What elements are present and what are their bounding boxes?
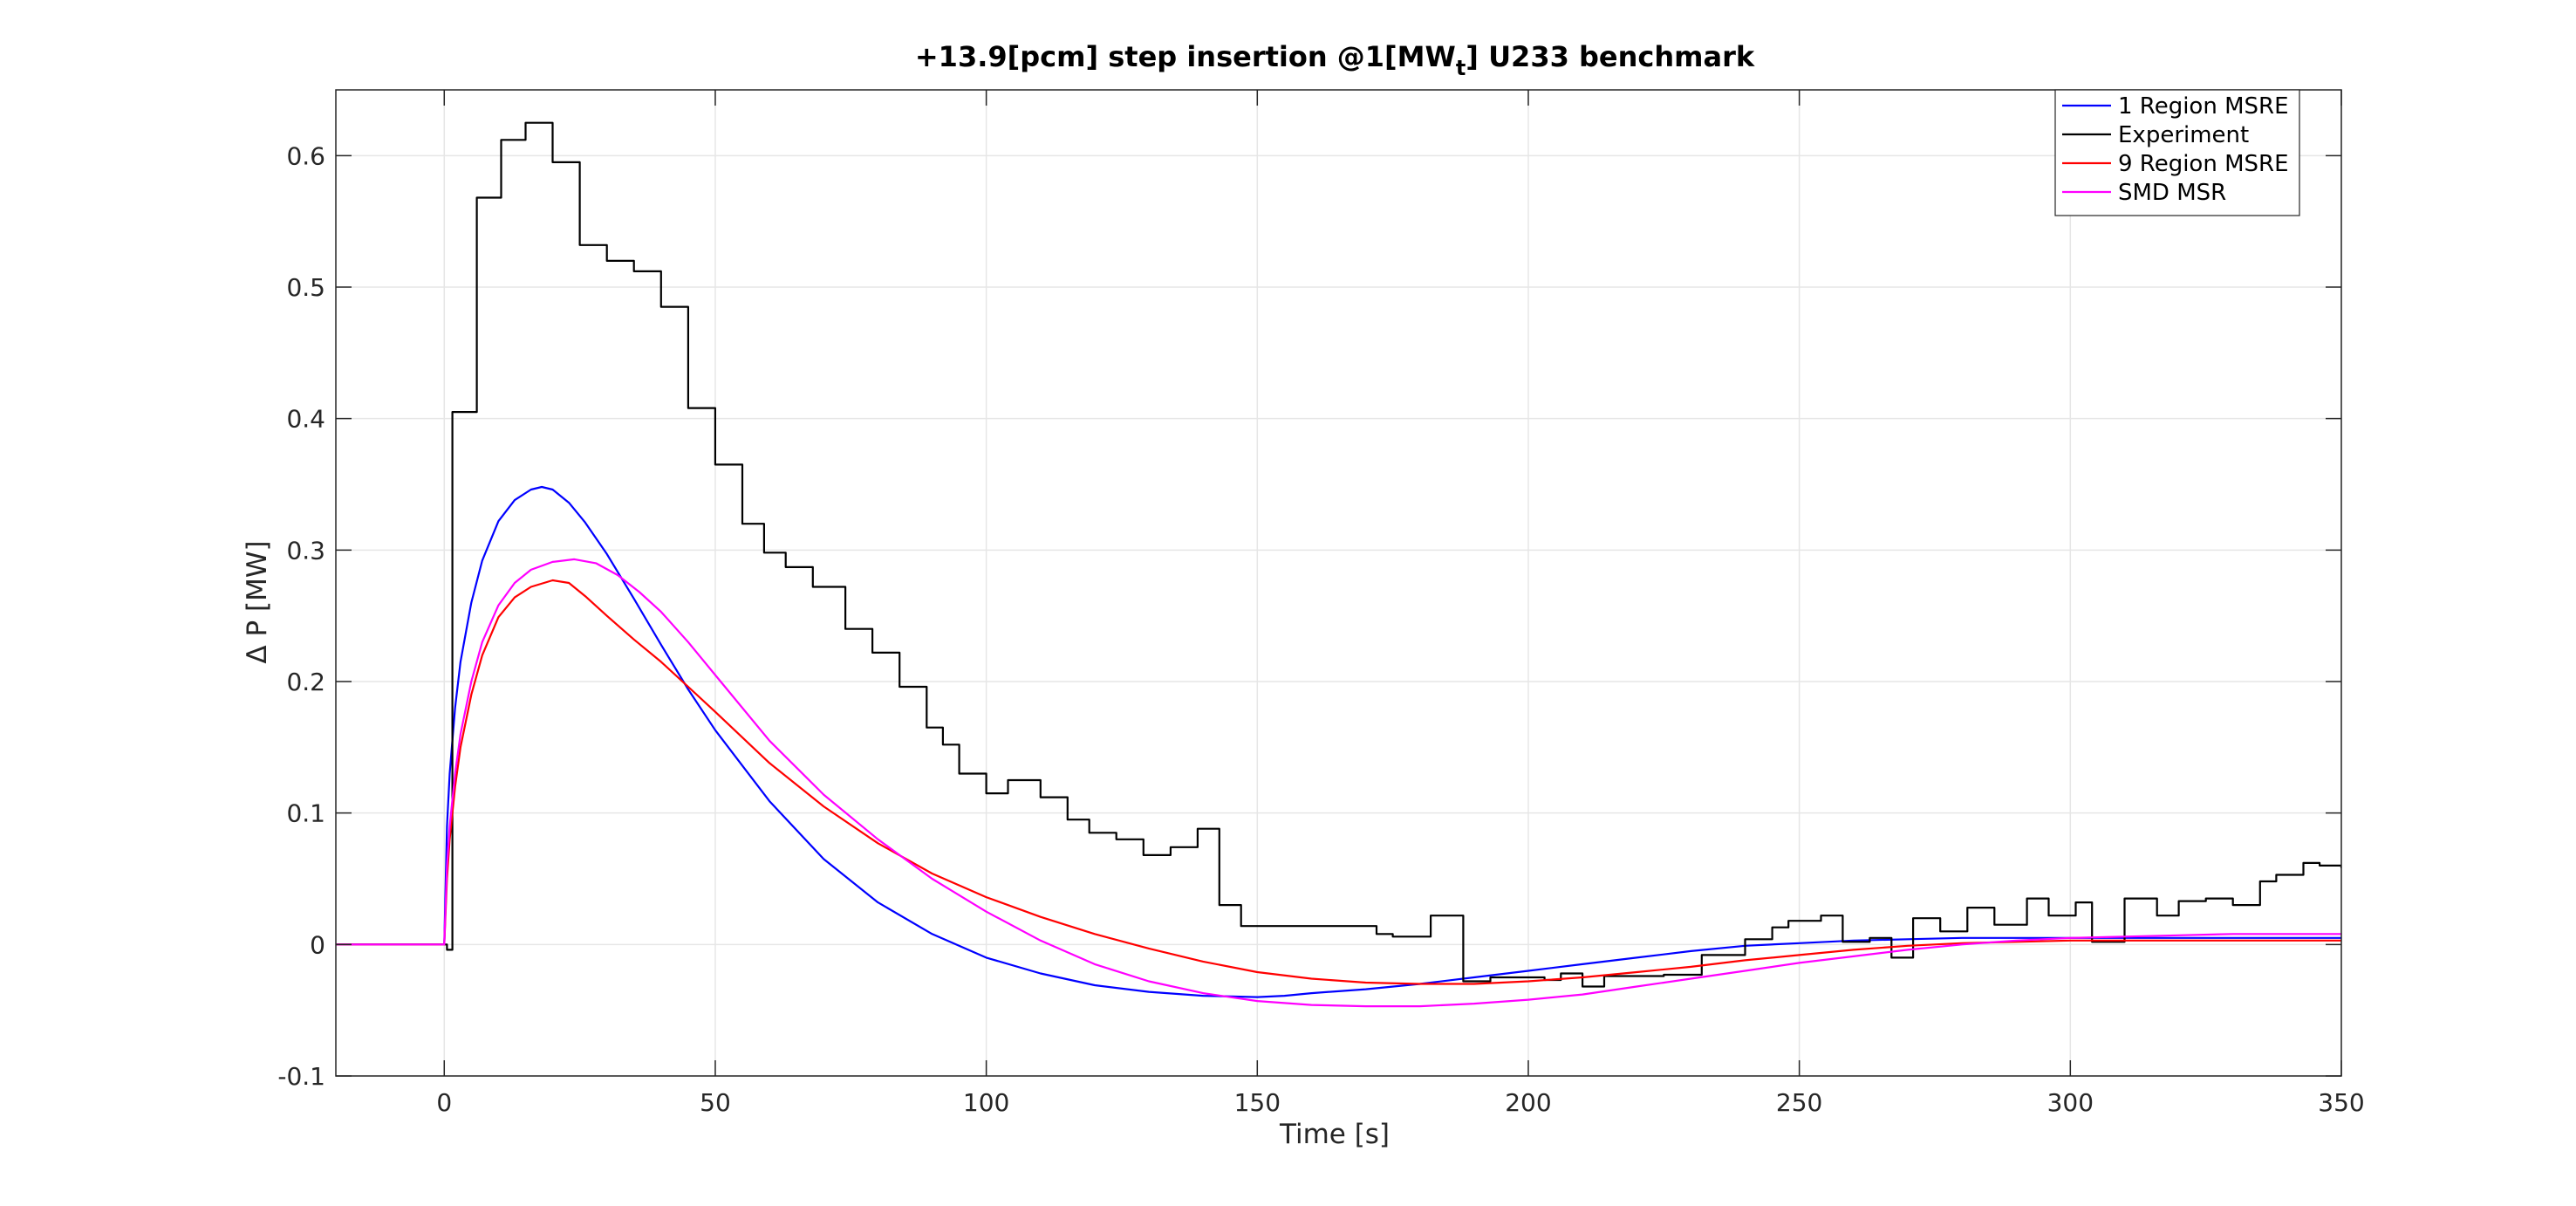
x-axis-label: Time [s] — [1279, 1119, 1390, 1150]
series-line-3 — [336, 558, 2341, 1008]
legend-box — [2054, 89, 2300, 216]
x-tick-label: 250 — [1776, 1088, 1822, 1117]
chart-title-suffix: ] U233 benchmark — [1466, 40, 1755, 73]
legend-label: 1 Region MSRE — [2118, 93, 2289, 120]
x-tick-label: 350 — [2318, 1088, 2364, 1117]
y-tick-label: 0 — [310, 930, 325, 959]
x-tick-label: 150 — [1234, 1088, 1281, 1117]
legend-label: Experiment — [2118, 122, 2249, 148]
chart-title-main: +13.9[pcm] step insertion @1[MW — [915, 40, 1456, 73]
y-tick-label: 0.1 — [286, 799, 325, 828]
x-tick-label: 100 — [963, 1088, 1009, 1117]
x-tick-label: 200 — [1505, 1088, 1551, 1117]
chart-title: +13.9[pcm] step insertion @1[MWt] U233 b… — [915, 40, 1755, 80]
series-layer — [336, 121, 2341, 1008]
y-tick-label: 0.3 — [286, 536, 325, 565]
series-line-0 — [336, 485, 2341, 998]
legend-label: SMD MSR — [2118, 180, 2226, 206]
x-tick-labels: 0 50 100 150 200 250 300 350 — [436, 1088, 2364, 1117]
x-tick-label: 50 — [700, 1088, 731, 1117]
y-tick-label: 0.6 — [286, 141, 325, 170]
y-tick-label: 0.2 — [286, 668, 325, 696]
plot-area — [336, 90, 2341, 1076]
series-line-1 — [336, 121, 2341, 988]
y-tick-label: -0.1 — [277, 1062, 325, 1091]
axes-box — [335, 89, 2342, 1077]
chart-title-subscript: t — [1456, 56, 1466, 80]
y-tick-label: 0.4 — [286, 405, 325, 434]
legend-label: 9 Region MSRE — [2118, 151, 2289, 177]
y-tick-label: 0.5 — [286, 273, 325, 302]
y-axis-label: Δ P [MW] — [242, 540, 273, 663]
series-line-2 — [336, 579, 2341, 985]
x-tick-label: 0 — [436, 1088, 452, 1117]
y-tick-labels: -0.1 0 0.1 0.2 0.3 0.4 0.5 0.6 — [277, 141, 325, 1091]
x-tick-label: 300 — [2047, 1088, 2094, 1117]
